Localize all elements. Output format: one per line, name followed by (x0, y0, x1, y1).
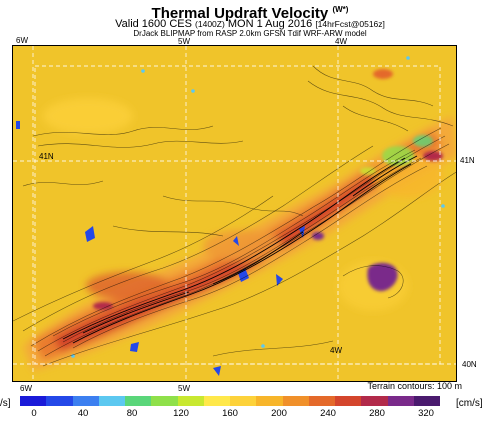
colorbar-segment (125, 396, 152, 406)
colorbar-tick-label: 200 (271, 408, 287, 419)
colorbar-segment (335, 396, 362, 406)
low-spot-3 (276, 274, 283, 286)
forecast-info: [14hrFcst@0516z] (315, 19, 385, 29)
cyan-dot-3 (406, 56, 410, 60)
colorbar-segment (46, 396, 73, 406)
lon-label-4w-inner: 4W (330, 346, 342, 355)
lat-label-40n-right: 40N (462, 360, 477, 369)
colorbar-segment (361, 396, 388, 406)
thermal-map: 41N 4W (12, 45, 457, 382)
low-spots (16, 56, 445, 376)
colorbar-tick-label: 0 (31, 408, 37, 419)
colorbar-segment (203, 396, 230, 406)
high-spot-north (373, 69, 393, 79)
terrain-contours (13, 65, 456, 367)
colorbar (20, 396, 440, 406)
model-info: DrJack BLIPMAP from RASP 2.0km GFSN Tdif… (133, 29, 367, 38)
title-superscript: (W*) (332, 5, 349, 14)
colorbar-tick-label: 120 (173, 408, 189, 419)
low-spot-1 (85, 226, 95, 242)
colorbar-tick-label: 40 (77, 408, 89, 419)
colorbar-segment (282, 396, 309, 406)
peak-spots (93, 69, 443, 310)
colorbar-segment (308, 396, 335, 406)
map-canvas (13, 46, 456, 381)
ridge-contours (62, 155, 418, 344)
lon-label-6w-top: 6W (16, 36, 28, 45)
lat-label-41n-right: 41N (460, 156, 475, 165)
green-zone-ne2 (413, 135, 433, 147)
peak-zone-sw (93, 302, 113, 310)
peak-zone-ne (423, 151, 443, 161)
cyan-dot-6 (441, 204, 445, 208)
valid-main: Valid 1600 CES (115, 18, 192, 30)
lon-label-5w-top: 5W (178, 37, 190, 46)
low-spot-6 (233, 236, 239, 246)
colorbar-tick-label: 80 (126, 408, 138, 419)
map-title: Thermal Updraft Velocity (W*) (0, 2, 500, 22)
colorbar-unit-left: /s] (0, 398, 11, 409)
low-spot-5 (213, 366, 221, 376)
colorbar-segment (20, 396, 47, 406)
colorbar-segment (151, 396, 178, 406)
colorbar-unit-right: [cm/s] (456, 398, 483, 409)
ridge-band-core (53, 156, 409, 351)
low-spot-edge (16, 121, 20, 129)
valid-time-line: Valid 1600 CES (1400Z) MON 1 Aug 2016 [1… (0, 18, 500, 30)
peak-zone-east (367, 262, 398, 292)
valid-date: MON 1 Aug 2016 (227, 18, 313, 30)
updraft-zones (23, 98, 456, 371)
title-text: Thermal Updraft Velocity (151, 5, 329, 22)
colorbar-ticks: 0 40 80 120 160 200 240 280 320 (20, 409, 440, 421)
high-zone-central (203, 230, 283, 262)
colorbar-segment (256, 396, 283, 406)
colorbar-segment (98, 396, 125, 406)
colorbar-tick-label: 280 (369, 408, 385, 419)
lon-label-4w-top: 4W (335, 37, 347, 46)
lon-label-5w-bottom: 5W (178, 384, 190, 393)
green-zone-ne3 (360, 167, 376, 175)
graticule (13, 46, 456, 381)
low-spot-7 (299, 226, 305, 238)
colorbar-segment (230, 396, 257, 406)
colorbar-segment (413, 396, 440, 406)
cyan-dot-1 (141, 69, 145, 73)
colorbar-tick-label: 240 (320, 408, 336, 419)
colorbar-tick-label: 160 (222, 408, 238, 419)
terrain-contours-note: Terrain contours: 100 m (367, 381, 462, 391)
lon-label-6w-bottom: 6W (20, 384, 32, 393)
low-spot-4 (130, 342, 139, 352)
colorbar-segment (72, 396, 99, 406)
colorbar-segment (177, 396, 204, 406)
cyan-dot-5 (261, 344, 265, 348)
cyan-dot-2 (191, 89, 195, 93)
lat-label-41n-left: 41N (39, 152, 54, 161)
valid-utc: (1400Z) (195, 19, 225, 29)
colorbar-tick-label: 320 (418, 408, 434, 419)
colorbar-segment (387, 396, 414, 406)
peak-zone-mid (312, 232, 324, 240)
mid-zone-nw (43, 98, 133, 134)
